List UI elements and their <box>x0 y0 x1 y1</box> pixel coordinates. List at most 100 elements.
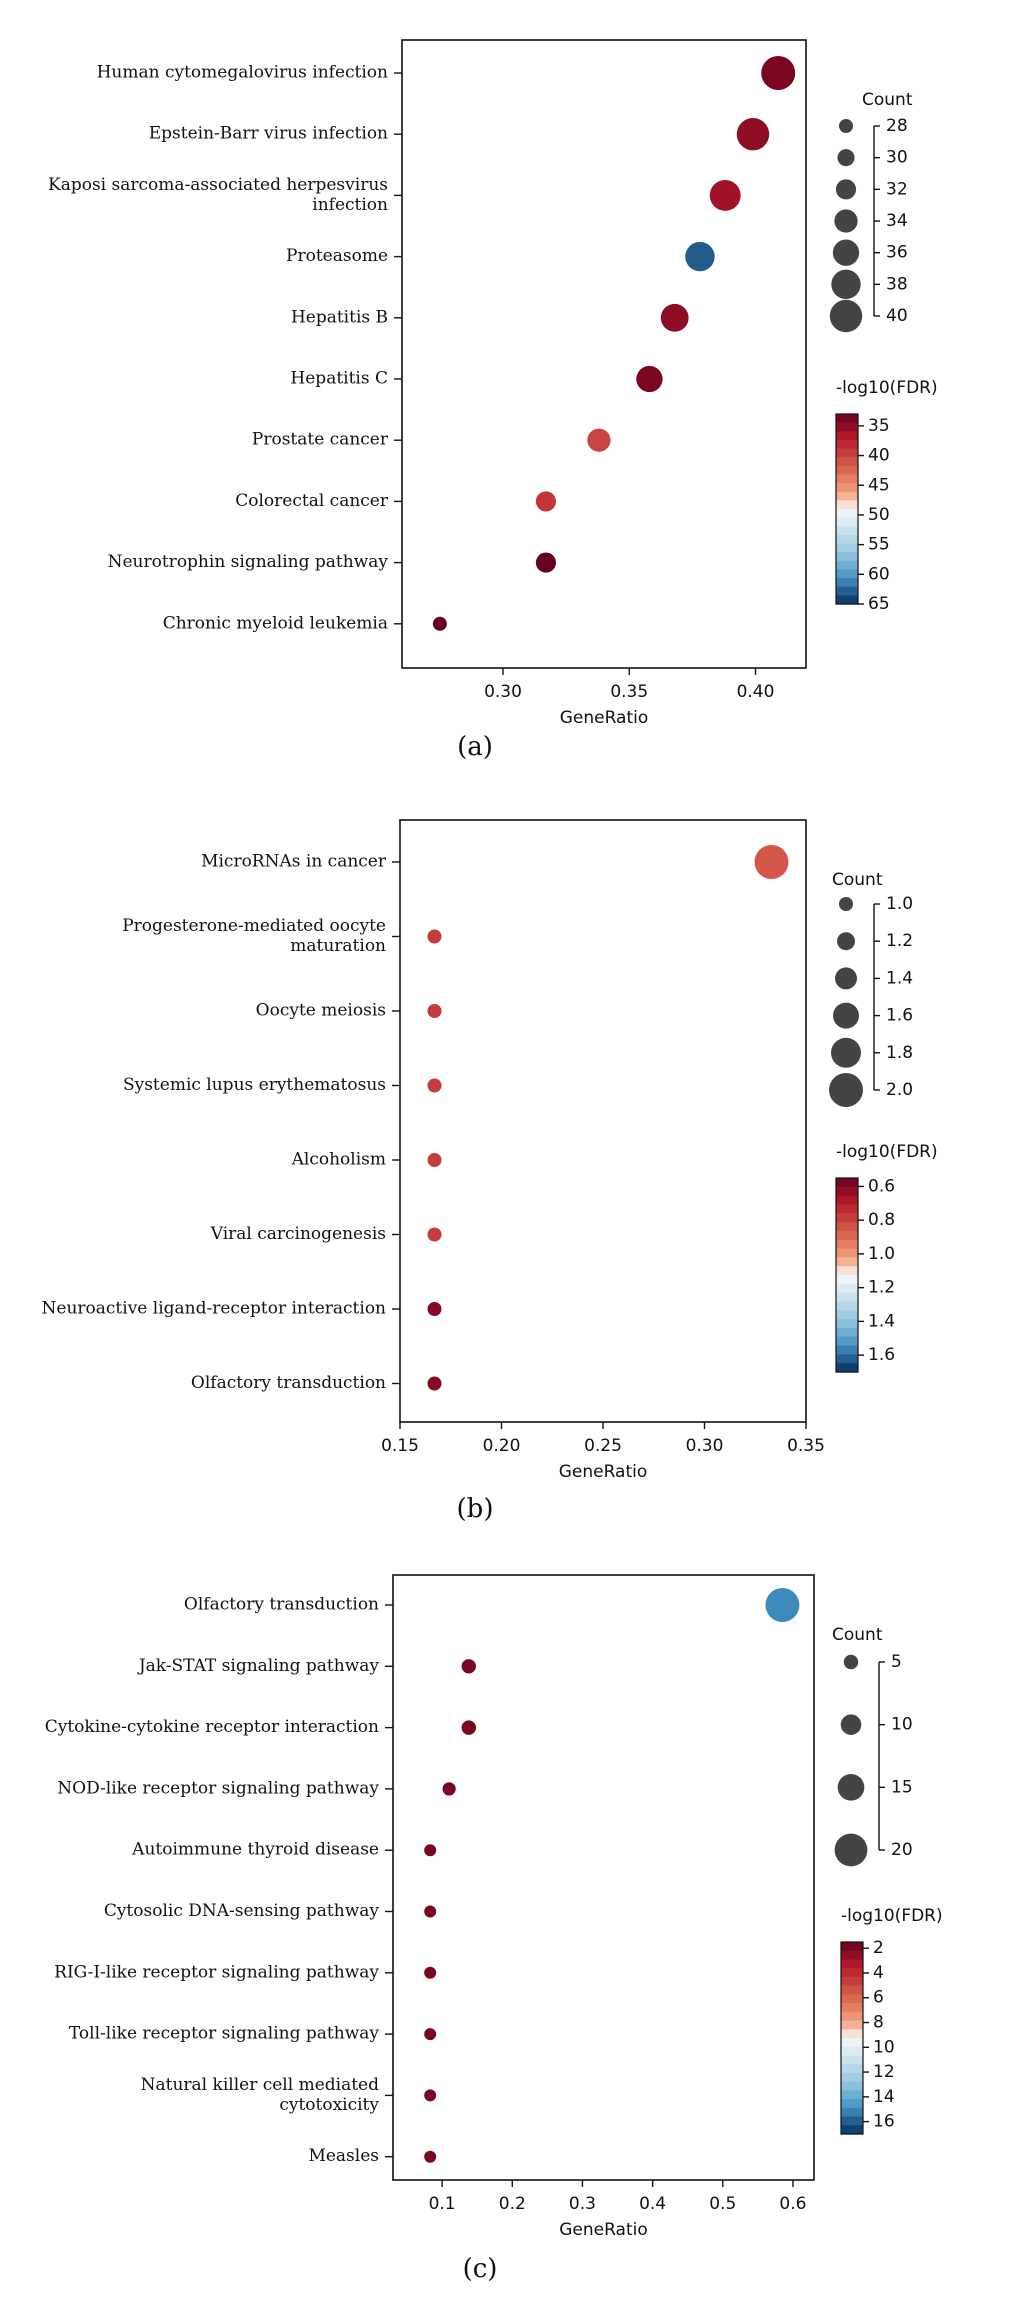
size-legend-label: 5 <box>891 1652 902 1672</box>
data-point <box>424 2089 437 2102</box>
colorbar-label: 50 <box>868 505 890 525</box>
data-point <box>461 1659 476 1674</box>
colorbar-segment <box>836 457 858 467</box>
data-point <box>535 491 557 512</box>
colorbar-segment <box>841 1942 863 1952</box>
data-point <box>424 1844 437 1857</box>
x-tick-label: 0.40 <box>737 682 775 702</box>
size-legend-marker <box>839 119 853 133</box>
colorbar-segment <box>836 1363 858 1373</box>
size-legend-title: Count <box>832 1625 883 1645</box>
colorbar-segment <box>841 2072 863 2083</box>
colorbar-segment <box>841 1985 863 1995</box>
x-tick-label: 0.3 <box>569 2194 596 2214</box>
data-point <box>709 179 741 211</box>
colorbar-label: 55 <box>868 535 890 555</box>
size-legend-label: 1.2 <box>886 931 913 951</box>
colorbar-segment <box>841 1968 863 1978</box>
category-label: Kaposi sarcoma-associated herpesvirus <box>48 175 388 195</box>
category-label: Measles <box>308 2146 379 2166</box>
data-point <box>685 241 715 272</box>
colorbar-label: 45 <box>868 475 890 495</box>
x-tick-label: 0.35 <box>787 1436 825 1456</box>
size-legend-marker <box>837 149 855 167</box>
colorbar-segment <box>841 2090 863 2100</box>
size-legend-marker <box>843 1654 859 1670</box>
colorbar-segment <box>836 1310 858 1320</box>
size-legend-marker <box>837 932 855 951</box>
size-legend-label: 34 <box>886 211 908 231</box>
colorbar-label: 1.4 <box>868 1311 895 1331</box>
colorbar-label: 60 <box>868 564 890 584</box>
size-legend-marker <box>840 1714 862 1735</box>
x-tick-label: 0.30 <box>484 682 522 702</box>
data-point <box>765 1588 800 1622</box>
colorbar-segment <box>836 500 858 510</box>
x-tick-label: 0.6 <box>779 2194 806 2214</box>
colorbar-segment <box>836 526 858 536</box>
category-label: Neuroactive ligand-receptor interaction <box>42 1299 387 1319</box>
colorbar-segment <box>836 491 858 501</box>
data-point <box>636 365 663 393</box>
x-tick-label: 0.30 <box>686 1436 724 1456</box>
colorbar-segment <box>836 569 858 579</box>
size-legend-label: 32 <box>886 179 908 199</box>
colorbar-segment <box>836 552 858 562</box>
color-legend-title: -log10(FDR) <box>836 1142 938 1162</box>
data-point <box>761 56 796 90</box>
category-label: Progesterone-mediated oocyte <box>122 916 386 936</box>
category-label: Prostate cancer <box>252 430 389 450</box>
colorbar-segment <box>836 1230 858 1241</box>
panel-b: MicroRNAs in cancer Progesterone-mediated… <box>42 819 938 1524</box>
colorbar-segment <box>836 474 858 484</box>
category-label: Toll-like receptor signaling pathway <box>69 2024 379 2044</box>
category-label: maturation <box>290 936 386 956</box>
colorbar-label: 65 <box>868 594 890 614</box>
colorbar-segment <box>836 595 858 605</box>
x-tick-label: 0.15 <box>381 1436 419 1456</box>
panel-label: (b) <box>457 1494 494 1524</box>
colorbar-segment <box>836 1248 858 1258</box>
colorbar-segment <box>836 1301 858 1311</box>
panel-label: (c) <box>463 2254 498 2284</box>
data-point <box>427 1376 442 1391</box>
colorbar-label: 8 <box>873 2013 884 2033</box>
colorbar-segment <box>836 439 858 450</box>
size-legend-label: 20 <box>891 1840 913 1860</box>
colorbar-frame <box>840 1941 864 2135</box>
size-legend-label: 30 <box>886 148 908 168</box>
color-legend-title: -log10(FDR) <box>841 1906 943 1926</box>
data-point <box>427 1227 442 1242</box>
colorbar-label: 0.6 <box>868 1176 895 1196</box>
x-tick-label: 0.20 <box>483 1436 521 1456</box>
colorbar-segment <box>836 1213 858 1223</box>
category-label: Systemic lupus erythematosus <box>123 1075 386 1095</box>
category-label: Chronic myeloid leukemia <box>163 613 388 633</box>
colorbar-segment <box>836 1345 858 1355</box>
data-point <box>424 1966 437 1979</box>
data-point <box>427 1078 442 1093</box>
colorbar-label: 35 <box>868 416 890 436</box>
category-label: Autoimmune thyroid disease <box>131 1840 379 1860</box>
colorbar-segment <box>836 1178 858 1188</box>
plot-frame <box>392 1574 815 2181</box>
data-point <box>427 929 442 944</box>
colorbar-segment <box>836 483 858 493</box>
colorbar-segment <box>836 578 858 588</box>
size-legend-title: Count <box>862 90 913 110</box>
colorbar-label: 16 <box>873 2112 895 2132</box>
colorbar-segment <box>836 1354 858 1364</box>
plot-frame <box>399 819 807 1423</box>
x-axis-label: GeneRatio <box>559 2220 648 2240</box>
panel-c: Olfactory transduction Jak-STAT signaling… <box>45 1574 943 2284</box>
colorbar-segment <box>836 560 858 571</box>
category-label: cytotoxicity <box>279 2095 379 2115</box>
size-legend-label: 1.8 <box>886 1043 913 1063</box>
size-legend-marker <box>835 967 857 990</box>
size-legend-marker <box>834 209 858 233</box>
size-legend-label: 38 <box>886 274 908 294</box>
category-label: Hepatitis C <box>290 369 388 389</box>
colorbar-segment <box>836 1186 858 1197</box>
category-label: Viral carcinogenesis <box>210 1224 386 1244</box>
x-tick-label: 0.25 <box>584 1436 622 1456</box>
